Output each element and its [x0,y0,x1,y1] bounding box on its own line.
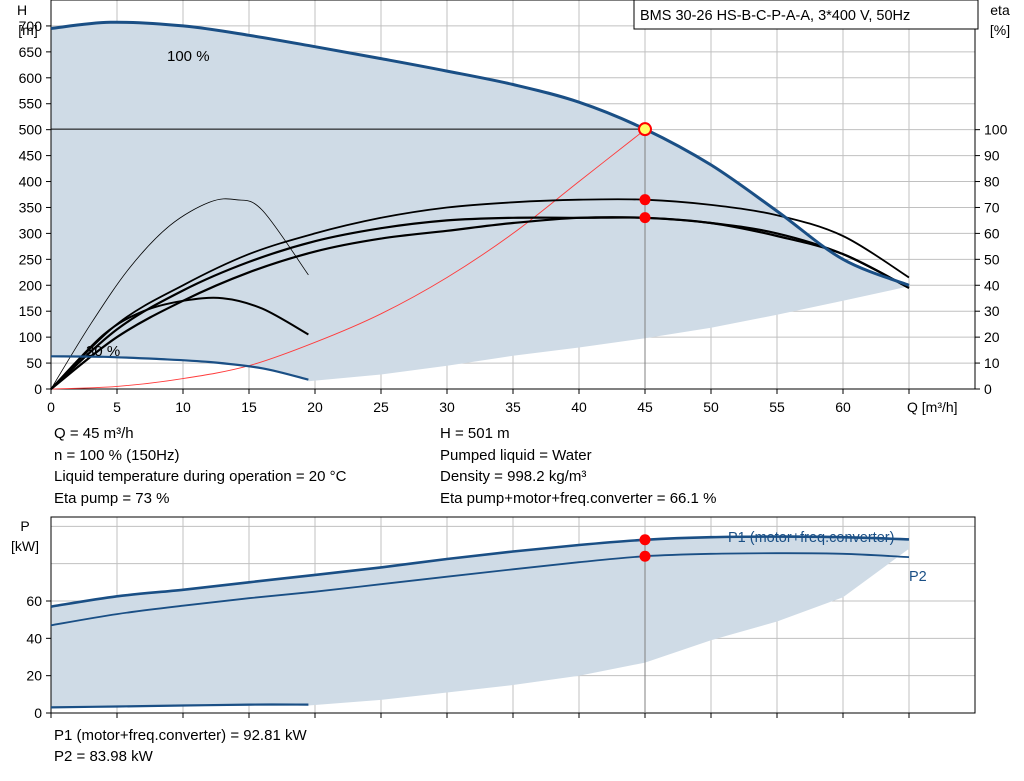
info-pumped-liquid: Pumped liquid = Water [440,447,592,464]
eta-curve [50,198,910,390]
eta-marker [639,212,651,224]
info-p1: P1 (motor+freq.converter) = 92.81 kW [54,727,307,744]
y-tick-label: 200 [19,277,43,293]
y2-tick-label: 10 [984,355,1000,371]
y2-tick-label: 90 [984,148,1000,164]
label-100-percent: 100 % [167,48,210,65]
info-p2: P2 = 83.98 kW [54,748,153,765]
y-tick-label: 450 [19,148,43,164]
p-axis-unit: [kW] [11,538,39,554]
x-axis-label: Q [m³/h] [907,399,958,415]
x-tick-label: 25 [373,399,389,415]
y-tick-label: 600 [19,70,43,86]
y-tick-label: 100 [19,329,43,345]
y-tick-label: 150 [19,303,43,319]
x-tick-label: 30 [439,399,455,415]
y2-tick-label: 80 [984,174,1000,190]
power-curve-30 [50,703,309,709]
p-tick-label: 60 [26,593,42,609]
x-tick-label: 55 [769,399,785,415]
x-tick-label: 5 [113,399,121,415]
p-axis-label: P [20,518,29,534]
info-eta-total: Eta pump+motor+freq.converter = 66.1 % [440,490,717,507]
p2-curve [50,552,910,627]
info-liquid-temp: Liquid temperature during operation = 20… [54,468,347,485]
y2-tick-label: 100 [984,122,1008,138]
x-tick-label: 45 [637,399,653,415]
chart-title: BMS 30-26 HS-B-C-P-A-A, 3*400 V, 50Hz [640,8,910,24]
eta-marker [639,194,651,206]
y2-tick-label: 60 [984,225,1000,241]
y-tick-label: 650 [19,44,43,60]
info-n: n = 100 % (150Hz) [54,447,180,464]
info-density: Density = 998.2 kg/m³ [440,468,587,485]
power-operating-area [51,536,909,708]
y2-tick-label: 30 [984,303,1000,319]
title-box [633,0,979,30]
info-eta-pump: Eta pump = 73 % [54,490,170,507]
y2-axis-unit: [%] [990,22,1010,38]
eta-curve [50,296,309,390]
y-tick-label: 550 [19,96,43,112]
operating-point-marker [638,122,652,137]
info-h: H = 501 m [440,425,510,442]
x-tick-label: 40 [571,399,587,415]
operating-area [51,22,909,382]
p2-marker [639,550,651,562]
eta-curve [50,216,910,390]
y-tick-label: 350 [19,199,43,215]
p-tick-label: 20 [26,668,42,684]
y2-tick-label: 40 [984,277,1000,293]
x-tick-label: 0 [47,399,55,415]
y2-tick-label: 0 [984,381,992,397]
p1-label: P1 (motor+freq.converter) [728,530,894,546]
x-tick-label: 10 [175,399,191,415]
y-tick-label: 700 [19,18,43,34]
p-tick-label: 0 [34,705,42,721]
y-tick-label: 250 [19,251,43,267]
y2-tick-label: 50 [984,251,1000,267]
y-axis-label: H [17,2,27,18]
y-tick-label: 50 [26,355,42,371]
p2-label: P2 [909,569,927,585]
p1-marker [639,534,651,546]
y-tick-label: 400 [19,174,43,190]
y2-tick-label: 20 [984,329,1000,345]
x-tick-label: 60 [835,399,851,415]
system-curve [50,129,646,390]
eta-curve [50,198,309,390]
y-tick-label: 500 [19,122,43,138]
label-30-percent: 30 % [86,343,120,360]
y2-tick-label: 70 [984,199,1000,215]
y-axis-unit: [m] [18,22,37,38]
x-tick-label: 15 [241,399,257,415]
x-tick-label: 20 [307,399,323,415]
y2-axis-label: eta [990,2,1010,18]
x-tick-label: 35 [505,399,521,415]
x-tick-label: 50 [703,399,719,415]
p-tick-label: 40 [26,630,42,646]
y-tick-label: 0 [34,381,42,397]
head-curve-30 [50,355,309,381]
info-q: Q = 45 m³/h [54,425,134,442]
y-tick-label: 300 [19,225,43,241]
head-curve-100 [50,20,910,287]
p1-curve [50,535,910,608]
